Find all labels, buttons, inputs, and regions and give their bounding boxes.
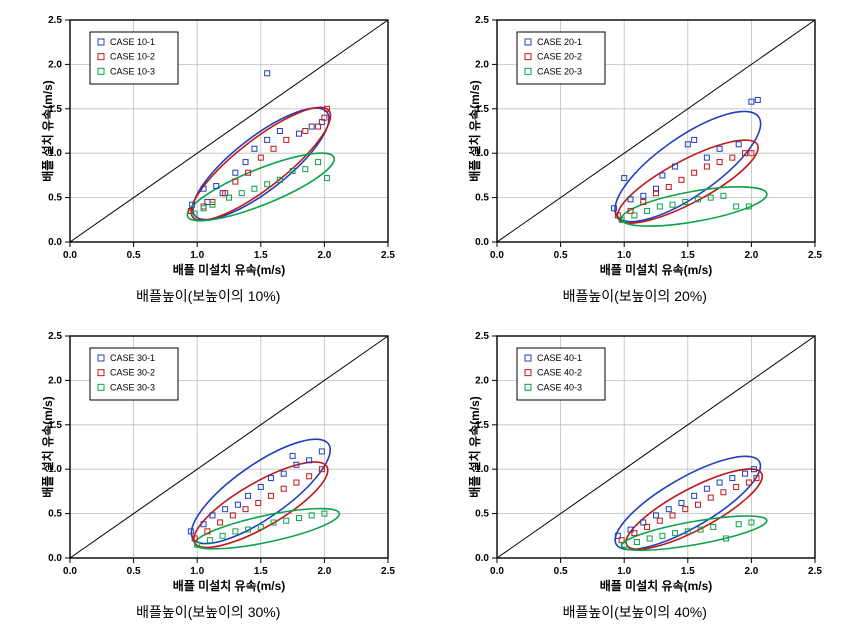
caption-40: 배플높이(보높이의 40%)	[563, 602, 707, 622]
svg-text:0.0: 0.0	[48, 237, 62, 248]
panel-40: 0.00.51.01.52.02.50.00.51.01.52.02.5배플 미…	[437, 326, 834, 622]
svg-text:0.0: 0.0	[490, 566, 504, 577]
svg-text:배플 설치 유속(m/s): 배플 설치 유속(m/s)	[467, 80, 482, 182]
svg-text:CASE 10-2: CASE 10-2	[110, 52, 155, 62]
svg-text:1.0: 1.0	[617, 250, 631, 261]
svg-text:2.0: 2.0	[475, 59, 489, 70]
svg-text:배플 미설치 유속(m/s): 배플 미설치 유속(m/s)	[599, 262, 712, 277]
svg-text:2.0: 2.0	[744, 566, 758, 577]
svg-text:배플 설치 유속(m/s): 배플 설치 유속(m/s)	[40, 396, 55, 498]
svg-text:CASE 20-3: CASE 20-3	[537, 66, 582, 76]
svg-text:0.5: 0.5	[48, 193, 62, 204]
caption-10: 배플높이(보높이의 10%)	[136, 286, 280, 306]
panel-20: 0.00.51.01.52.02.50.00.51.01.52.02.5배플 미…	[437, 10, 834, 306]
svg-text:CASE 30-3: CASE 30-3	[110, 382, 155, 392]
svg-text:2.0: 2.0	[318, 566, 332, 577]
chart-10: 0.00.51.01.52.02.50.00.51.01.52.02.5배플 미…	[18, 10, 398, 280]
svg-text:CASE 20-2: CASE 20-2	[537, 52, 582, 62]
svg-text:CASE 20-1: CASE 20-1	[537, 37, 582, 47]
svg-text:2.5: 2.5	[808, 250, 822, 261]
svg-text:배플 설치 유속(m/s): 배플 설치 유속(m/s)	[40, 80, 55, 182]
chart-30: 0.00.51.01.52.02.50.00.51.01.52.02.5배플 미…	[18, 326, 398, 596]
svg-text:2.5: 2.5	[475, 331, 489, 342]
svg-text:2.5: 2.5	[381, 566, 395, 577]
svg-text:2.0: 2.0	[318, 250, 332, 261]
svg-text:1.5: 1.5	[254, 250, 268, 261]
svg-text:0.5: 0.5	[127, 250, 141, 261]
svg-text:0.0: 0.0	[490, 250, 504, 261]
svg-text:2.0: 2.0	[744, 250, 758, 261]
svg-text:0.5: 0.5	[475, 509, 489, 520]
svg-text:2.5: 2.5	[808, 566, 822, 577]
svg-text:0.0: 0.0	[475, 237, 489, 248]
chart-20: 0.00.51.01.52.02.50.00.51.01.52.02.5배플 미…	[445, 10, 825, 280]
svg-text:0.5: 0.5	[553, 250, 567, 261]
svg-text:0.5: 0.5	[553, 566, 567, 577]
svg-text:0.0: 0.0	[63, 566, 77, 577]
panel-10: 0.00.51.01.52.02.50.00.51.01.52.02.5배플 미…	[10, 10, 407, 306]
chart-40: 0.00.51.01.52.02.50.00.51.01.52.02.5배플 미…	[445, 326, 825, 596]
panel-30: 0.00.51.01.52.02.50.00.51.01.52.02.5배플 미…	[10, 326, 407, 622]
svg-text:1.5: 1.5	[681, 250, 695, 261]
svg-text:0.0: 0.0	[48, 553, 62, 564]
caption-20: 배플높이(보높이의 20%)	[563, 286, 707, 306]
svg-text:0.0: 0.0	[63, 250, 77, 261]
svg-text:1.0: 1.0	[190, 250, 204, 261]
caption-30: 배플높이(보높이의 30%)	[136, 602, 280, 622]
svg-text:1.5: 1.5	[681, 566, 695, 577]
svg-text:1.0: 1.0	[190, 566, 204, 577]
svg-text:CASE 10-1: CASE 10-1	[110, 37, 155, 47]
svg-text:CASE 40-3: CASE 40-3	[537, 382, 582, 392]
svg-text:배플 미설치 유속(m/s): 배플 미설치 유속(m/s)	[173, 262, 286, 277]
chart-grid: 0.0 0.5 1.0 1.5 2.0 2.5 0.0 0.5 1.0 1.5 2.0 2.5 배플 미…	[10, 10, 833, 622]
svg-text:CASE 10-3: CASE 10-3	[110, 66, 155, 76]
svg-text:2.5: 2.5	[475, 15, 489, 26]
svg-text:2.5: 2.5	[381, 250, 395, 261]
svg-text:CASE 30-2: CASE 30-2	[110, 368, 155, 378]
svg-text:1.0: 1.0	[617, 566, 631, 577]
svg-text:CASE 30-1: CASE 30-1	[110, 353, 155, 363]
svg-text:2.5: 2.5	[48, 331, 62, 342]
svg-text:0.0: 0.0	[475, 553, 489, 564]
svg-text:배플 미설치 유속(m/s): 배플 미설치 유속(m/s)	[173, 578, 286, 593]
svg-text:2.0: 2.0	[48, 375, 62, 386]
svg-text:배플 설치 유속(m/s): 배플 설치 유속(m/s)	[467, 396, 482, 498]
svg-text:2.0: 2.0	[48, 59, 62, 70]
svg-text:0.5: 0.5	[475, 193, 489, 204]
svg-text:배플 미설치 유속(m/s): 배플 미설치 유속(m/s)	[599, 578, 712, 593]
svg-text:0.5: 0.5	[48, 509, 62, 520]
svg-text:CASE 40-1: CASE 40-1	[537, 353, 582, 363]
svg-text:2.5: 2.5	[48, 15, 62, 26]
svg-text:0.5: 0.5	[127, 566, 141, 577]
svg-text:1.5: 1.5	[254, 566, 268, 577]
svg-text:CASE 40-2: CASE 40-2	[537, 368, 582, 378]
svg-text:2.0: 2.0	[475, 375, 489, 386]
